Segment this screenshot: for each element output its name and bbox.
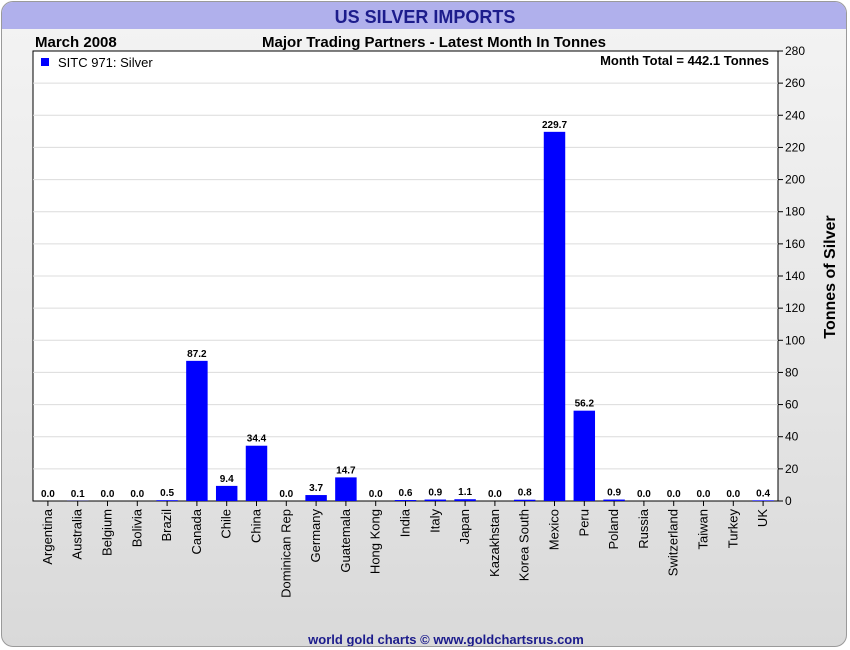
x-tick-label: Canada xyxy=(189,508,204,554)
bar-value-label: 0.0 xyxy=(637,489,651,500)
y-tick-label: 200 xyxy=(785,173,805,187)
bar-value-label: 0.9 xyxy=(607,488,621,499)
x-tick-label: Kazakhstan xyxy=(487,509,502,577)
x-tick-label: Korea South xyxy=(517,509,532,581)
bar-value-label: 3.7 xyxy=(309,483,323,494)
legend-label: SITC 971: Silver xyxy=(58,55,153,70)
y-tick-label: 220 xyxy=(785,140,805,154)
y-tick-label: 60 xyxy=(785,398,799,412)
x-tick-label: Peru xyxy=(576,509,591,536)
bar xyxy=(394,500,417,501)
bar xyxy=(543,131,566,501)
x-tick-label: Taiwan xyxy=(696,509,711,549)
y-tick-label: 100 xyxy=(785,333,805,347)
y-tick-label: 140 xyxy=(785,269,805,283)
bar-value-label: 1.1 xyxy=(458,487,472,498)
x-tick-label: Italy xyxy=(427,509,442,533)
x-tick-label: Switzerland xyxy=(666,509,681,576)
y-tick-label: 0 xyxy=(785,494,792,508)
bar-value-label: 0.0 xyxy=(488,489,502,500)
x-tick-label: Dominican Rep xyxy=(278,509,293,598)
x-tick-label: Australia xyxy=(70,508,85,559)
y-tick-label: 180 xyxy=(785,205,805,219)
y-tick-label: 260 xyxy=(785,76,805,90)
bar-value-label: 229.7 xyxy=(542,120,567,131)
bar-value-label: 9.4 xyxy=(220,474,234,485)
x-tick-label: Poland xyxy=(606,509,621,549)
bar xyxy=(156,500,178,501)
y-tick-label: 240 xyxy=(785,108,805,122)
bar-value-label: 0.0 xyxy=(369,489,383,500)
bar xyxy=(454,499,476,501)
bar xyxy=(513,499,536,501)
x-tick-label: Turkey xyxy=(725,509,740,549)
bar xyxy=(573,410,596,501)
x-tick-label: UK xyxy=(755,509,770,527)
chart-title: US SILVER IMPORTS xyxy=(335,7,516,27)
bar-value-label: 0.5 xyxy=(160,488,174,499)
bar-value-label: 0.0 xyxy=(279,489,293,500)
bar xyxy=(752,500,774,501)
bar-value-label: 0.4 xyxy=(756,488,770,499)
x-tick-label: Germany xyxy=(308,509,323,563)
bar-value-label: 0.0 xyxy=(667,489,681,500)
bar-value-label: 0.0 xyxy=(101,489,115,500)
y-tick-label: 20 xyxy=(785,462,799,476)
bar xyxy=(215,485,238,501)
chart-period: March 2008 xyxy=(35,34,117,51)
bar-value-label: 34.4 xyxy=(247,434,267,445)
bar xyxy=(245,445,268,501)
legend-swatch xyxy=(41,58,49,66)
bar xyxy=(335,477,357,501)
grid-lines xyxy=(33,82,778,470)
bar-value-label: 0.0 xyxy=(697,489,711,500)
x-tick-label: India xyxy=(398,508,413,537)
chart-subtitle: Major Trading Partners - Latest Month In… xyxy=(262,34,606,51)
y-tick-label: 120 xyxy=(785,301,805,315)
bar-value-label: 0.6 xyxy=(399,488,413,499)
x-tick-label: China xyxy=(249,508,264,543)
y-axis-ticks: 0 20 40 60 80 100 120 140 160 180 200 220 240 260 280 xyxy=(778,44,805,508)
x-tick-label: Argentina xyxy=(40,508,55,564)
y-tick-label: 280 xyxy=(785,44,805,58)
x-tick-label: Belgium xyxy=(100,509,115,556)
bar-value-label: 0.0 xyxy=(41,489,55,500)
y-tick-label: 160 xyxy=(785,237,805,251)
bar xyxy=(424,499,447,501)
bar xyxy=(603,499,625,501)
y-axis-label: Tonnes of Silver xyxy=(822,215,839,338)
x-tick-label: Guatemala xyxy=(338,508,353,572)
x-tick-label: Mexico xyxy=(547,509,562,550)
bar xyxy=(305,495,327,501)
bar-value-label: 87.2 xyxy=(187,349,207,360)
bars xyxy=(66,131,774,501)
bar-value-label: 0.0 xyxy=(130,489,144,500)
bar-value-label: 0.8 xyxy=(518,488,532,499)
x-axis-ticks: Argentina Australia Belgium Bolivia Brazil Ca… xyxy=(40,501,770,598)
x-tick-label: Japan xyxy=(457,509,472,544)
month-total: Month Total = 442.1 Tonnes xyxy=(600,53,769,68)
bar-value-label: 0.9 xyxy=(428,488,442,499)
x-tick-label: Chile xyxy=(219,509,234,539)
y-tick-label: 40 xyxy=(785,430,799,444)
footer-credit: world gold charts © www.goldchartsrus.co… xyxy=(307,632,584,647)
bar-value-label: 0.0 xyxy=(726,489,740,500)
bar-value-label: 0.1 xyxy=(71,489,85,500)
x-tick-label: Brazil xyxy=(159,509,174,542)
title-banner xyxy=(2,2,846,29)
x-tick-label: Russia xyxy=(636,508,651,549)
x-tick-label: Bolivia xyxy=(129,508,144,547)
bar-value-label: 14.7 xyxy=(336,465,356,476)
data-labels: 0.0 0.1 0.0 0.0 0.5 87.2 9.4 34.4 0.0 3.7 14.7 0.0 0… xyxy=(41,120,771,500)
x-tick-label: Hong Kong xyxy=(368,509,383,574)
bar-value-label: 56.2 xyxy=(575,399,595,410)
bar xyxy=(186,360,208,501)
y-tick-label: 80 xyxy=(785,365,799,379)
